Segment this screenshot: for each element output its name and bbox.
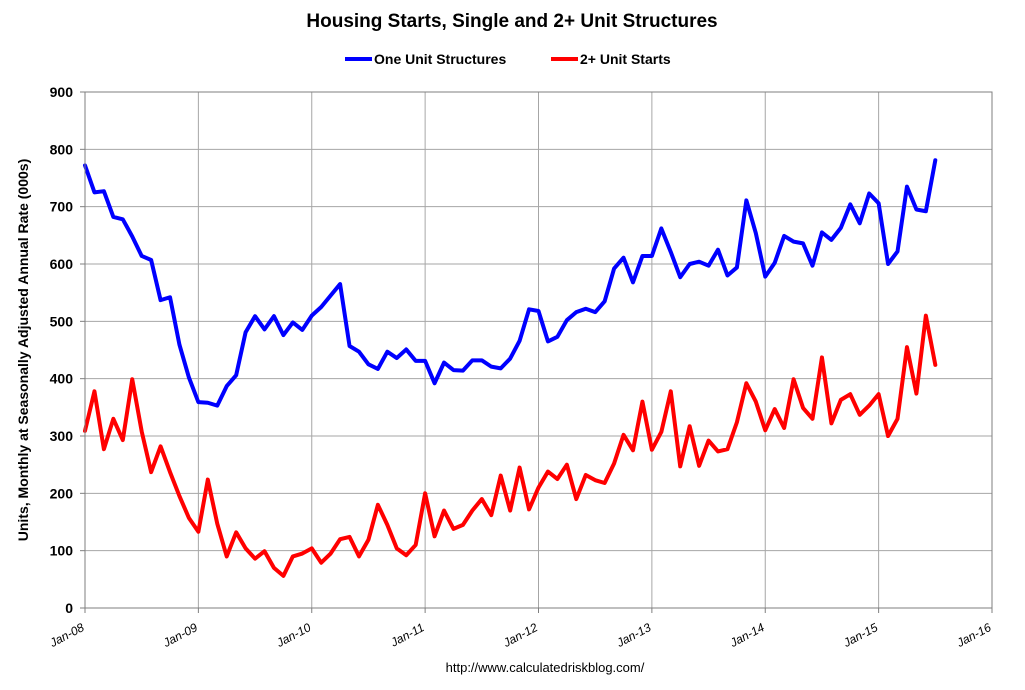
legend: One Unit Structures 2+ Unit Starts xyxy=(345,51,671,67)
series-line-multi-unit xyxy=(83,313,938,578)
x-axis-ticks: Jan-08 Jan-09 Jan-10 Jan-11 Jan-12 Jan-13 Jan-… xyxy=(47,608,994,650)
x-tick-label: Jan-13 xyxy=(613,620,653,650)
y-tick-label: 900 xyxy=(50,84,74,100)
x-tick-label: Jan-12 xyxy=(500,620,540,650)
legend-label-multi-unit: 2+ Unit Starts xyxy=(580,51,671,67)
source-url[interactable]: http://www.calculatedriskblog.com/ xyxy=(446,660,645,675)
x-tick-label: Jan-08 xyxy=(47,620,87,650)
x-tick-label: Jan-16 xyxy=(954,620,994,650)
x-tick-label: Jan-10 xyxy=(273,620,313,650)
plot-border xyxy=(84,91,993,609)
y-tick-label: 500 xyxy=(50,313,74,329)
x-tick-label: Jan-11 xyxy=(387,620,426,650)
y-axis-ticks: 0 100 200 300 400 500 600 700 800 900 xyxy=(50,84,85,616)
x-tick-label: Jan-14 xyxy=(727,620,767,650)
y-tick-label: 400 xyxy=(50,371,74,387)
y-axis-label: Units, Monthly at Seasonally Adjusted An… xyxy=(15,159,31,541)
x-tick-label: Jan-15 xyxy=(840,620,880,650)
series-lines xyxy=(83,158,938,578)
x-tick-label: Jan-09 xyxy=(160,620,200,650)
legend-label-one-unit: One Unit Structures xyxy=(374,51,506,67)
y-tick-label: 800 xyxy=(50,141,74,157)
y-tick-label: 200 xyxy=(50,485,74,501)
y-tick-label: 600 xyxy=(50,256,74,272)
y-tick-label: 300 xyxy=(50,428,74,444)
series-line-one-unit xyxy=(83,158,938,408)
y-tick-label: 0 xyxy=(65,600,73,616)
y-tick-label: 700 xyxy=(50,199,74,215)
chart-title: Housing Starts, Single and 2+ Unit Struc… xyxy=(306,11,717,32)
y-tick-label: 100 xyxy=(50,543,74,559)
